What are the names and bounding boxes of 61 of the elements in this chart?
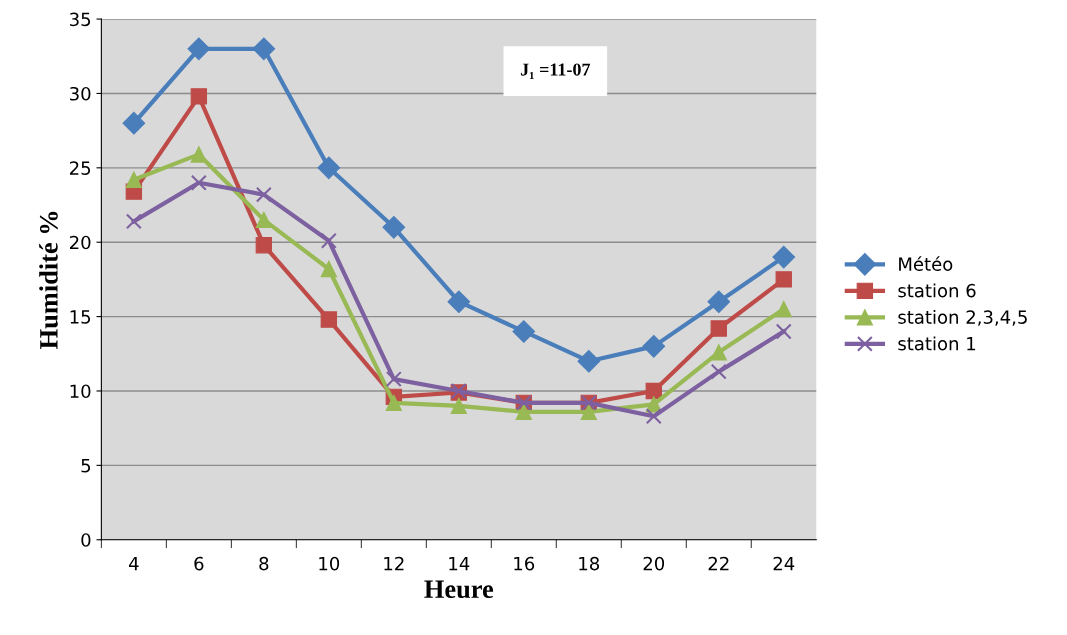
x-tick-label: 6: [194, 556, 204, 571]
point: [320, 311, 338, 328]
legend-label: station 6: [898, 283, 976, 298]
point: [775, 300, 792, 318]
x-tick-label: 4: [129, 556, 139, 571]
x-tick-label: 24: [773, 556, 795, 571]
point: [190, 174, 207, 191]
point: [187, 37, 211, 61]
x-tick-label: 12: [384, 556, 404, 571]
legend-label: station 1: [898, 336, 976, 351]
y-tick-label: 30: [70, 86, 91, 101]
point: [252, 37, 276, 61]
x-tick-label: 18: [579, 556, 600, 571]
point: [190, 146, 208, 163]
point: [710, 344, 727, 361]
point: [385, 371, 402, 388]
point: [642, 334, 666, 358]
x-tick-label: 22: [708, 556, 729, 571]
point: [707, 290, 731, 314]
x-tick-label: 20: [643, 556, 665, 571]
point: [255, 186, 272, 203]
point: [320, 232, 337, 249]
y-tick-label: 0: [81, 533, 91, 547]
point: [190, 88, 208, 105]
point: [382, 215, 406, 239]
annotation: J₁ =11-07: [520, 63, 591, 80]
point: [447, 290, 471, 314]
point: [512, 320, 536, 343]
x-tick-label: 10: [319, 556, 340, 571]
point: [255, 211, 273, 229]
y-tick-label: 15: [70, 310, 91, 324]
point: [645, 382, 662, 400]
x-axis-title: Heure: [424, 580, 494, 599]
x-tick-label: 16: [514, 556, 535, 571]
y-tick-label: 25: [69, 161, 91, 175]
legend-label: Météo: [899, 256, 953, 271]
x-tick-label: 14: [449, 556, 470, 571]
point: [125, 213, 142, 230]
y-tick-label: 20: [69, 235, 91, 250]
point: [385, 394, 403, 412]
point: [125, 171, 143, 188]
point: [320, 260, 338, 278]
point: [772, 245, 796, 269]
y-tick-label: 5: [81, 459, 91, 473]
point: [710, 320, 727, 337]
point: [645, 408, 662, 425]
y-tick-label: 10: [70, 384, 91, 399]
point: [515, 403, 532, 421]
point: [577, 349, 601, 373]
point: [710, 363, 727, 380]
x-tick-label: 8: [259, 556, 269, 571]
point: [255, 236, 273, 254]
point: [122, 111, 146, 135]
point: [775, 271, 792, 288]
legend-label: station 2,3,4,5: [898, 309, 1027, 326]
y-axis-title: Humidité %: [39, 211, 58, 349]
point: [450, 397, 468, 415]
point: [580, 403, 597, 421]
y-tick-label: 35: [70, 12, 91, 27]
point: [317, 156, 341, 180]
point: [775, 323, 792, 340]
